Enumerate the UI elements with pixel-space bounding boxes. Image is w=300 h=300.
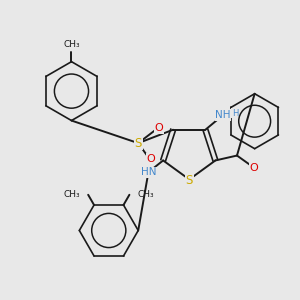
Text: O: O xyxy=(249,163,258,173)
Text: S: S xyxy=(134,136,142,150)
Text: CH₃: CH₃ xyxy=(137,190,154,199)
Text: S: S xyxy=(186,174,193,187)
Text: O: O xyxy=(147,154,155,164)
Text: NH: NH xyxy=(215,110,231,120)
Text: H: H xyxy=(232,109,238,118)
Text: HN: HN xyxy=(141,167,156,177)
Text: CH₃: CH₃ xyxy=(63,40,80,50)
Text: O: O xyxy=(154,123,163,134)
Text: CH₃: CH₃ xyxy=(64,190,80,199)
